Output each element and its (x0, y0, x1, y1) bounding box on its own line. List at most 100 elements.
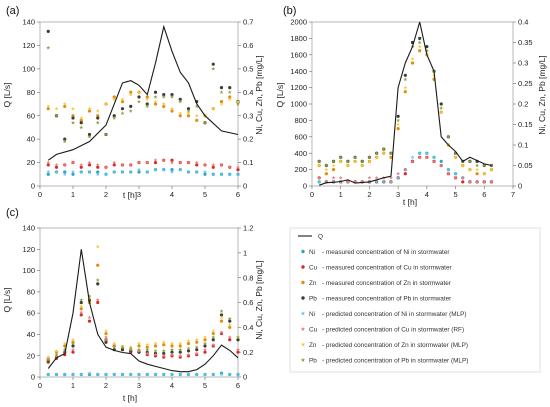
pb-predicted-point (403, 77, 408, 82)
legend-dot-marker (301, 265, 305, 269)
y-axis-left-title-a: Q [L/s] (2, 82, 12, 107)
ni-predicted-point (396, 175, 401, 180)
y-right-tick-label: 0.7 (243, 18, 253, 27)
zn-predicted-point (331, 163, 336, 168)
zn-predicted-point (460, 163, 465, 168)
legend-symbol: Cu (309, 326, 318, 333)
zn-measured-point (87, 109, 92, 113)
x-tick-label: 7 (511, 190, 515, 199)
y-right-tick-label: 0.5 (243, 64, 253, 73)
zn-predicted-point (236, 99, 240, 104)
pb-predicted-point (388, 151, 393, 155)
zn-predicted-point (170, 341, 174, 346)
pb-measured-point (186, 107, 191, 111)
pb-measured-point (403, 73, 407, 77)
zn-predicted-point (317, 163, 322, 168)
pb-predicted-point (87, 294, 92, 298)
cu-predicted-point (219, 330, 224, 334)
pb-measured-point (129, 104, 133, 108)
legend-label: - measured concentration of Cu in stormw… (322, 264, 453, 271)
ni-predicted-point (95, 172, 100, 176)
zn-measured-point (170, 344, 174, 348)
x-tick-label: 4 (425, 190, 429, 199)
pb-measured-point (228, 86, 232, 90)
legend-label: - predicted concentration of Pb in storm… (322, 357, 468, 364)
cu-measured-point (46, 163, 50, 167)
cu-measured-point (153, 160, 158, 165)
pb-predicted-point (424, 48, 429, 53)
x-tick-label: 3 (137, 381, 141, 390)
zn-predicted-point (46, 355, 51, 359)
y-right-tick-label: 0.4 (243, 88, 253, 97)
y-left-tick-label: 40 (27, 330, 35, 339)
cu-predicted-point (161, 353, 166, 358)
zn-measured-point (96, 114, 100, 118)
pb-predicted-point (71, 120, 75, 125)
y-right-tick-label: 0.2 (243, 135, 253, 144)
x-tick-label: 1 (339, 190, 343, 199)
cu-predicted-point (317, 175, 322, 180)
x-axis-title-a: t [h] (123, 190, 137, 200)
legend-label: - predicted concentration of Cu in storm… (322, 326, 464, 333)
legend-dot-marker (301, 280, 305, 285)
panel-a: (a) Q [L/s] Ni, Cu, Zn, Pb [mg/L] t [h] … (2, 5, 264, 200)
zn-predicted-point (403, 85, 408, 90)
pb-predicted-point (331, 159, 336, 164)
y-left-tick-label: 1400 (290, 67, 307, 76)
x-tick-label: 1 (71, 190, 75, 199)
legend-label: Q (318, 233, 323, 240)
cu-measured-point (403, 172, 407, 176)
pb-predicted-point (194, 104, 199, 109)
cu-predicted-point (104, 165, 108, 169)
pb-predicted-point (467, 159, 472, 164)
zn-predicted-point (203, 335, 207, 339)
pb-predicted-point (46, 357, 51, 362)
cu-predicted-point (54, 355, 59, 359)
zn-measured-point (186, 341, 191, 346)
pb-predicted-point (360, 159, 365, 164)
legend-label: - measured concentration of Zn in stormw… (322, 280, 452, 287)
panel-c: (c) Q [L/s] Ni, Cu, Zn, Pb [mg/L] t [h] … (2, 207, 264, 403)
pb-predicted-point (446, 134, 451, 139)
zn-measured-point (170, 109, 174, 113)
zn-predicted-point (145, 97, 150, 102)
zn-measured-point (396, 127, 400, 131)
zn-predicted-point (338, 159, 343, 164)
pb-predicted-point (54, 113, 59, 118)
cu-predicted-point (211, 162, 216, 167)
pb-predicted-point (345, 159, 350, 164)
pb-predicted-point (178, 347, 183, 352)
ni-measured-point (203, 172, 207, 176)
ni-predicted-point (170, 169, 174, 174)
ni-predicted-point (317, 179, 322, 184)
cu-predicted-point (194, 160, 199, 165)
zn-predicted-point (211, 328, 216, 333)
zn-predicted-point (62, 341, 67, 346)
cu-predicted-point (87, 315, 92, 320)
ni-measured-point (63, 170, 67, 174)
pb-predicted-point (194, 345, 199, 349)
zn-measured-point (331, 168, 336, 172)
y-axis-left-title-b: Q [L/s] (275, 82, 285, 107)
y-left-tick-label: 1800 (290, 34, 307, 43)
zn-predicted-point (145, 342, 150, 347)
zn-predicted-point (120, 97, 125, 102)
y-right-tick-label: 1 (243, 248, 247, 257)
cu-predicted-point (439, 163, 444, 168)
cu-predicted-point (203, 162, 207, 167)
ni-predicted-point (186, 169, 191, 174)
ni-predicted-point (46, 372, 51, 377)
zn-predicted-point (381, 151, 386, 155)
ni-predicted-point (153, 372, 158, 377)
cu-predicted-point (446, 171, 451, 176)
x-axis-title-b: t [h] (403, 197, 417, 207)
zn-predicted-point (112, 341, 117, 346)
pb-predicted-point (203, 341, 207, 346)
zn-predicted-point (219, 101, 224, 106)
pb-predicted-point (145, 347, 150, 352)
pb-measured-point (71, 344, 75, 348)
zn-measured-point (71, 114, 75, 118)
zn-predicted-point (374, 155, 379, 159)
y-left-tick-label: 200 (294, 165, 307, 174)
ni-predicted-point (137, 167, 141, 172)
